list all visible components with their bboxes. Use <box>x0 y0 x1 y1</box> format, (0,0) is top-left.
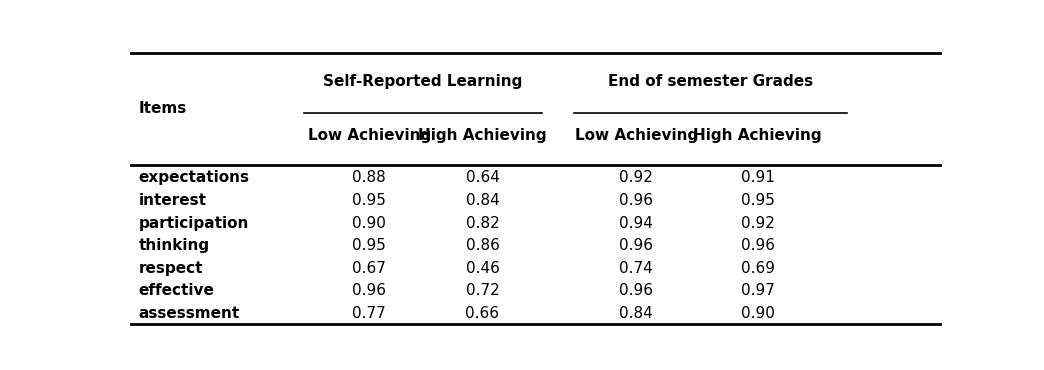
Text: 0.82: 0.82 <box>466 216 499 231</box>
Text: 0.96: 0.96 <box>352 283 386 298</box>
Text: Self-Reported Learning: Self-Reported Learning <box>324 74 523 89</box>
Text: High Achieving: High Achieving <box>419 128 547 143</box>
Text: 0.46: 0.46 <box>466 261 499 276</box>
Text: 0.97: 0.97 <box>740 283 775 298</box>
Text: 0.91: 0.91 <box>740 171 775 185</box>
Text: 0.66: 0.66 <box>466 306 499 321</box>
Text: effective: effective <box>139 283 214 298</box>
Text: 0.67: 0.67 <box>352 261 386 276</box>
Text: 0.84: 0.84 <box>466 193 499 208</box>
Text: 0.96: 0.96 <box>740 238 775 253</box>
Text: respect: respect <box>139 261 204 276</box>
Text: thinking: thinking <box>139 238 210 253</box>
Text: 0.96: 0.96 <box>619 283 654 298</box>
Text: 0.95: 0.95 <box>352 193 386 208</box>
Text: 0.77: 0.77 <box>352 306 386 321</box>
Text: 0.72: 0.72 <box>466 283 499 298</box>
Text: End of semester Grades: End of semester Grades <box>608 74 813 89</box>
Text: 0.94: 0.94 <box>619 216 654 231</box>
Text: interest: interest <box>139 193 207 208</box>
Text: participation: participation <box>139 216 248 231</box>
Text: 0.95: 0.95 <box>352 238 386 253</box>
Text: 0.88: 0.88 <box>352 171 386 185</box>
Text: Low Achieving: Low Achieving <box>574 128 697 143</box>
Text: assessment: assessment <box>139 306 240 321</box>
Text: High Achieving: High Achieving <box>693 128 822 143</box>
Text: 0.84: 0.84 <box>619 306 654 321</box>
Text: 0.64: 0.64 <box>466 171 499 185</box>
Text: expectations: expectations <box>139 171 250 185</box>
Text: 0.95: 0.95 <box>740 193 775 208</box>
Text: 0.69: 0.69 <box>740 261 775 276</box>
Text: 0.92: 0.92 <box>740 216 775 231</box>
Text: 0.96: 0.96 <box>619 238 654 253</box>
Text: 0.92: 0.92 <box>619 171 654 185</box>
Text: 0.86: 0.86 <box>466 238 499 253</box>
Text: 0.96: 0.96 <box>619 193 654 208</box>
Text: 0.90: 0.90 <box>740 306 775 321</box>
Text: 0.74: 0.74 <box>619 261 654 276</box>
Text: 0.90: 0.90 <box>352 216 386 231</box>
Text: Items: Items <box>139 101 187 116</box>
Text: Low Achieving: Low Achieving <box>308 128 431 143</box>
